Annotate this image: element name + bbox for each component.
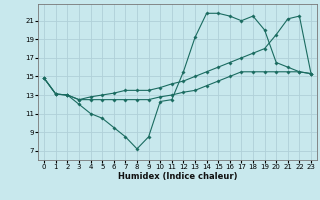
X-axis label: Humidex (Indice chaleur): Humidex (Indice chaleur): [118, 172, 237, 181]
